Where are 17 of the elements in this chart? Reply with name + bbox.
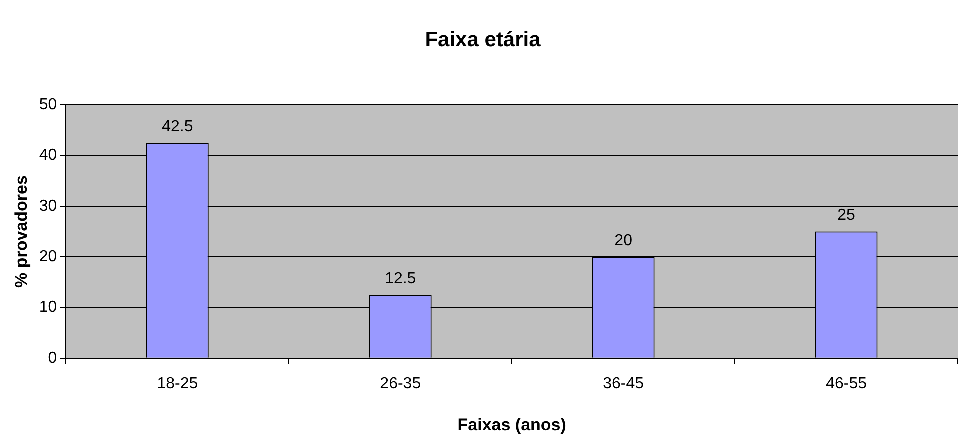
x-axis-title: Faixas (anos)	[458, 415, 566, 434]
y-tick-label: 40	[39, 147, 58, 164]
x-tick-label: 26-35	[380, 375, 422, 392]
y-tick-label: 30	[39, 198, 58, 215]
y-axis-title: % provadores	[12, 176, 31, 288]
y-tick-label: 20	[39, 248, 58, 266]
x-tick-label: 36-45	[603, 375, 644, 392]
x-tick-label: 46-55	[826, 375, 868, 392]
x-tick-label: 18-25	[157, 375, 198, 392]
data-label: 20	[614, 232, 633, 250]
data-label: 25	[838, 207, 856, 224]
data-label: 42.5	[162, 118, 194, 136]
y-tick-label: 10	[39, 299, 58, 316]
y-tick-label: 0	[48, 350, 58, 367]
chart-title: Faixa etária	[425, 28, 542, 52]
y-tick-label: 50	[39, 96, 58, 114]
data-label: 12.5	[385, 270, 416, 288]
